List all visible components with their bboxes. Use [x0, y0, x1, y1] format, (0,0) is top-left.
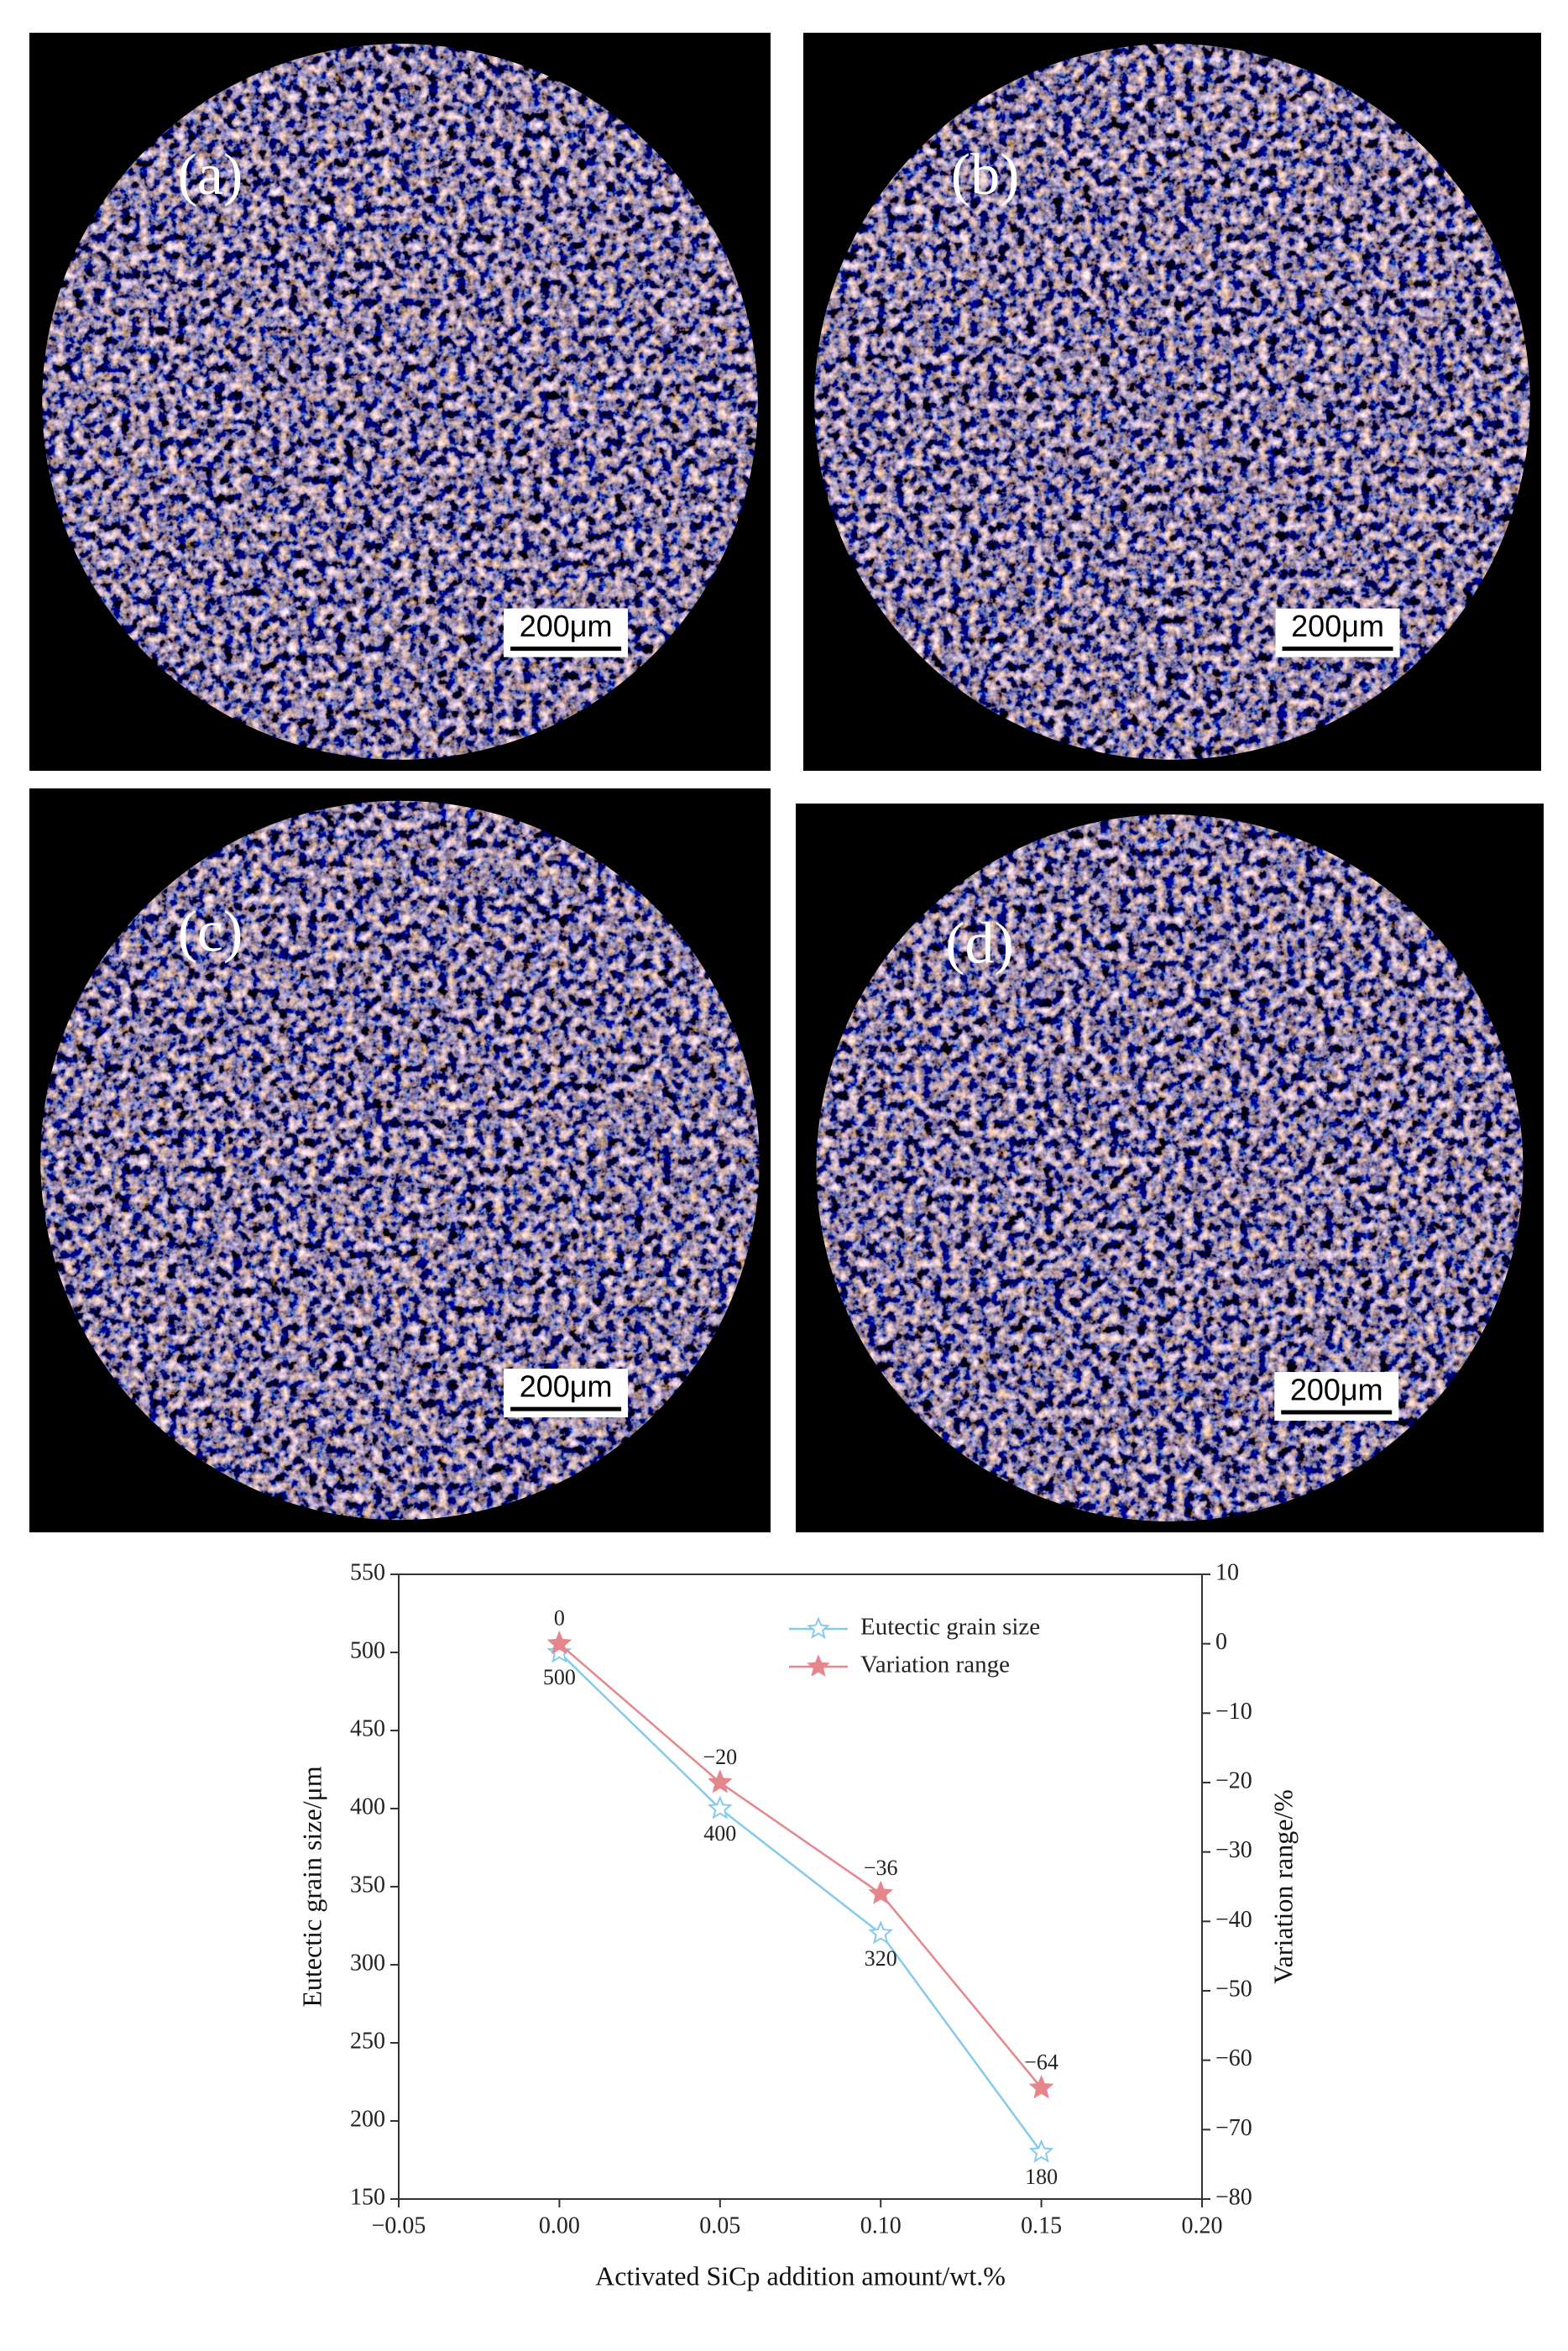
scale-bar-text: 200μm [1291, 609, 1384, 643]
scale-bar-text: 200μm [520, 609, 613, 643]
x-tick-label: 0.05 [699, 2212, 740, 2238]
y2-tick-label: −60 [1215, 2045, 1252, 2071]
panel-label: (a) [178, 143, 243, 207]
y-tick-label: 450 [350, 1715, 385, 1741]
data-point [868, 1880, 894, 1904]
data-label: −36 [864, 1856, 898, 1880]
x-axis-title: Activated SiCp addition amount/wt.% [595, 2260, 1006, 2291]
micrograph-panel: (b) 200μm [803, 33, 1541, 771]
data-point [1028, 2139, 1054, 2163]
micrograph-texture [42, 44, 758, 760]
micrograph-panel: (c) 200μm [29, 788, 771, 1532]
x-tick-label: −0.05 [372, 2212, 426, 2238]
data-label: 0 [554, 1606, 565, 1631]
y-tick-label: 400 [350, 1793, 385, 1820]
y-tick-label: 500 [350, 1637, 385, 1663]
micrograph-panel: (a) 200μm [29, 33, 771, 771]
x-tick-label: 0.00 [539, 2212, 580, 2238]
y2-tick-label: −20 [1215, 1767, 1252, 1793]
data-label: 500 [543, 1665, 576, 1689]
y-tick-label: 150 [350, 2184, 385, 2210]
legend-label: Eutectic grain size [860, 1614, 1040, 1641]
panel-label: (d) [945, 912, 1014, 977]
data-label: −20 [703, 1745, 737, 1769]
y2-tick-label: 10 [1215, 1559, 1239, 1585]
series-line [558, 1652, 1043, 2153]
data-point [1028, 2075, 1054, 2099]
y2-axis-title: Variation range/% [1267, 1789, 1298, 1984]
y2-tick-label: 0 [1215, 1629, 1227, 1655]
legend-marker [807, 1654, 830, 1677]
data-point [546, 1639, 572, 1663]
scale-bar-text: 200μm [520, 1369, 613, 1404]
micrograph-texture [814, 44, 1530, 760]
y-tick-label: 350 [350, 1872, 385, 1898]
y-tick-label: 550 [350, 1559, 385, 1585]
data-point [707, 1769, 733, 1793]
micrograph-texture [40, 800, 760, 1521]
y2-tick-label: −40 [1215, 1907, 1252, 1933]
micrograph-texture [816, 814, 1524, 1521]
micrograph-panel: (d) 200μm [796, 804, 1544, 1532]
data-label: 400 [703, 1821, 736, 1846]
panel-label: (b) [951, 143, 1020, 207]
scale-bar-text: 200μm [1290, 1373, 1383, 1407]
data-point [707, 1795, 733, 1820]
data-point [868, 1920, 894, 1945]
data-point [546, 1631, 572, 1655]
data-label: −64 [1024, 2050, 1058, 2075]
legend-label: Variation range [860, 1652, 1010, 1678]
x-tick-label: 0.10 [860, 2212, 902, 2238]
y2-tick-label: −30 [1215, 1837, 1252, 1863]
y-tick-label: 200 [350, 2106, 385, 2132]
x-tick-label: 0.15 [1021, 2212, 1062, 2238]
y2-tick-label: −10 [1215, 1699, 1252, 1725]
y2-tick-label: −70 [1215, 2115, 1252, 2141]
series-line [558, 1642, 1043, 2089]
x-tick-label: 0.20 [1182, 2212, 1223, 2238]
data-label: 180 [1025, 2165, 1058, 2189]
y-tick-label: 300 [350, 1950, 385, 1976]
plot-frame [398, 1573, 1203, 2200]
y2-tick-label: −50 [1215, 1976, 1252, 2002]
panel-label: (c) [178, 899, 243, 964]
legend-marker [807, 1616, 830, 1639]
y-tick-label: 250 [350, 2028, 385, 2054]
y2-tick-label: −80 [1215, 2184, 1252, 2210]
data-label: 320 [865, 1946, 897, 1971]
y-axis-title: Eutectic grain size/μm [296, 1766, 327, 2007]
